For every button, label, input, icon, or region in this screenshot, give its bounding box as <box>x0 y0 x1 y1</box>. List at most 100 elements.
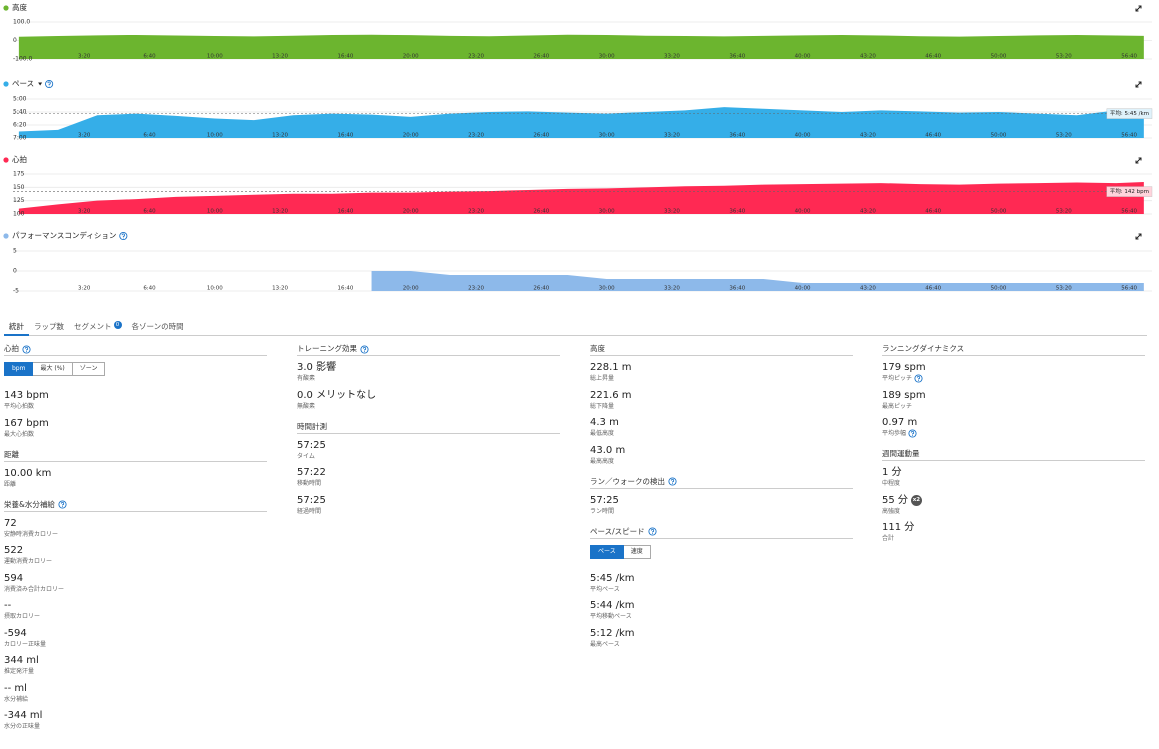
help-circle <box>119 231 128 241</box>
toggle-button[interactable]: ペース <box>590 544 624 559</box>
stat-value: -- ml <box>4 682 27 694</box>
stat-item: 179 spm 平均ピッチ <box>882 362 1145 383</box>
x-tick-label: 3:20 <box>78 54 91 60</box>
stat-label-row: 運動消費カロリー <box>4 557 267 566</box>
help-dot <box>912 435 913 436</box>
stat-value-row: 1 分 <box>882 467 1145 479</box>
stat-item: 72 安静時消費カロリー <box>4 518 267 539</box>
help-icon[interactable] <box>914 374 923 383</box>
stat-label: 最低高度 <box>590 430 615 437</box>
stat-label: 安静時消費カロリー <box>4 530 59 538</box>
help-icon <box>22 344 31 354</box>
tab[interactable]: ラップ数 <box>29 318 69 334</box>
stat-label-row: 水分の正味量 <box>4 722 267 731</box>
stat-label: 平均歩幅 <box>882 430 907 437</box>
y-tick-label: 150 <box>13 184 25 191</box>
section-title: トレーニング効果 <box>297 344 357 353</box>
stat-label-row: 推定発汗量 <box>4 667 267 676</box>
stat-item: 189 spm 最高ピッチ <box>882 390 1145 411</box>
stat-label: 推定発汗量 <box>4 668 35 675</box>
help-icon[interactable] <box>22 344 31 354</box>
help-dot <box>918 380 919 381</box>
stats-column: トレーニング効果 3.0 影響 有酸素 0.0 メリットなし 無酸素 時間計測 57:25 タ… <box>297 343 560 526</box>
stat-value: 10.00 km <box>4 467 52 479</box>
tab[interactable]: 統計 <box>4 318 29 336</box>
stat-badge: x2 <box>910 495 922 506</box>
stat-label: 運動消費カロリー <box>4 558 53 565</box>
stat-value: 0.97 m <box>882 417 918 428</box>
toggle-button[interactable]: ゾーン <box>72 362 106 376</box>
help-icon[interactable] <box>648 527 657 536</box>
stat-value-row: 167 bpm <box>4 418 267 430</box>
stat-value: 189 spm <box>882 389 926 401</box>
section-header: 週間運動量 <box>882 448 1145 461</box>
x-tick-label: 50:00 <box>991 54 1007 60</box>
x-tick-label: 3:20 <box>78 209 91 215</box>
toggle-button[interactable]: 速度 <box>623 544 651 559</box>
stat-value-row: 5:12 /km <box>590 628 853 640</box>
x-tick-label: 40:00 <box>795 209 811 215</box>
y-tick-label: 100 <box>13 211 25 218</box>
stat-value: -594 <box>4 627 27 639</box>
stat-item: 167 bpm 最大心拍数 <box>4 418 267 439</box>
stat-value: 594 <box>4 572 24 584</box>
stat-label-row: 平均移動ペース <box>590 612 853 621</box>
stat-value: -344 ml <box>4 710 43 721</box>
help-icon[interactable] <box>58 500 67 509</box>
x-tick-label: 26:40 <box>533 209 549 215</box>
stat-value-row: 57:22 <box>297 467 560 479</box>
button-group: bpm 最大 (%) ゾーン <box>4 362 267 376</box>
section-header: 心拍 <box>4 343 267 356</box>
tab-badge: 0 <box>113 321 122 329</box>
x-tick-label: 30:00 <box>599 209 615 215</box>
help-glyph <box>121 233 125 237</box>
area <box>18 34 1144 59</box>
expand-icon <box>1135 5 1142 12</box>
stat-item: 5:45 /km 平均ペース <box>590 573 853 594</box>
stat-value-row: 522 <box>4 545 267 557</box>
help-icon[interactable] <box>360 344 369 354</box>
toggle-button[interactable]: 最大 (%) <box>33 362 73 376</box>
help-icon[interactable] <box>668 477 677 486</box>
tab[interactable]: セグメント 0 <box>69 318 127 334</box>
stat-item: 228.1 m 総上昇量 <box>590 362 853 383</box>
stats-section: 距離 10.00 km 距離 <box>4 449 267 489</box>
help-dot <box>364 350 365 352</box>
help-circle <box>648 527 657 536</box>
y-tick-label: 175 <box>13 171 25 178</box>
stat-label-row: 総下降量 <box>590 402 853 411</box>
stat-item: 5:44 /km 平均移動ペース <box>590 600 853 621</box>
stat-label: 無酸素 <box>297 402 316 410</box>
help-dot <box>122 237 124 239</box>
stat-item: 43.0 m 最高高度 <box>590 445 853 466</box>
x-tick-label: 46:40 <box>925 286 941 292</box>
x-tick-label: 20:00 <box>403 286 419 292</box>
section-header: ラン／ウォークの検出 <box>590 476 853 489</box>
chart-title: 心拍 <box>12 154 27 164</box>
legend-dot <box>3 81 9 87</box>
stat-label: 平均ペース <box>590 585 620 593</box>
stat-label: 最高ペース <box>590 640 620 648</box>
y-tick-label: 0 <box>13 268 17 275</box>
stats-section: 時間計測 57:25 タイム 57:22 移動時間 57:25 経過時間 <box>297 421 560 516</box>
y-tick-label: 125 <box>13 197 25 204</box>
stat-label-row: 平均ピッチ <box>882 374 1145 383</box>
stats-section: 栄養&水分補給 72 安静時消費カロリー 522 運動消費カロリー 594 消費済み合計カロ… <box>4 499 267 732</box>
help-glyph <box>670 479 675 483</box>
x-tick-label: 36:40 <box>729 209 745 215</box>
x-tick-label: 13:20 <box>272 133 288 139</box>
stat-label: 有酸素 <box>297 375 316 382</box>
toggle-button[interactable]: bpm <box>4 362 34 376</box>
legend-dot <box>3 157 9 163</box>
stat-label-row: タイム <box>297 452 560 461</box>
help-glyph <box>916 376 921 380</box>
stat-value-row: 4.3 m <box>590 417 853 429</box>
section-title: 高度 <box>590 344 605 353</box>
tab[interactable]: 各ゾーンの時間 <box>127 318 189 334</box>
help-icon[interactable] <box>908 429 917 438</box>
stat-label: 合計 <box>882 535 895 542</box>
legend-dot <box>3 5 9 11</box>
stat-label: 平均移動ペース <box>590 613 632 620</box>
stat-label-row: 有酸素 <box>297 374 560 383</box>
x-tick-label: 50:00 <box>991 286 1007 292</box>
